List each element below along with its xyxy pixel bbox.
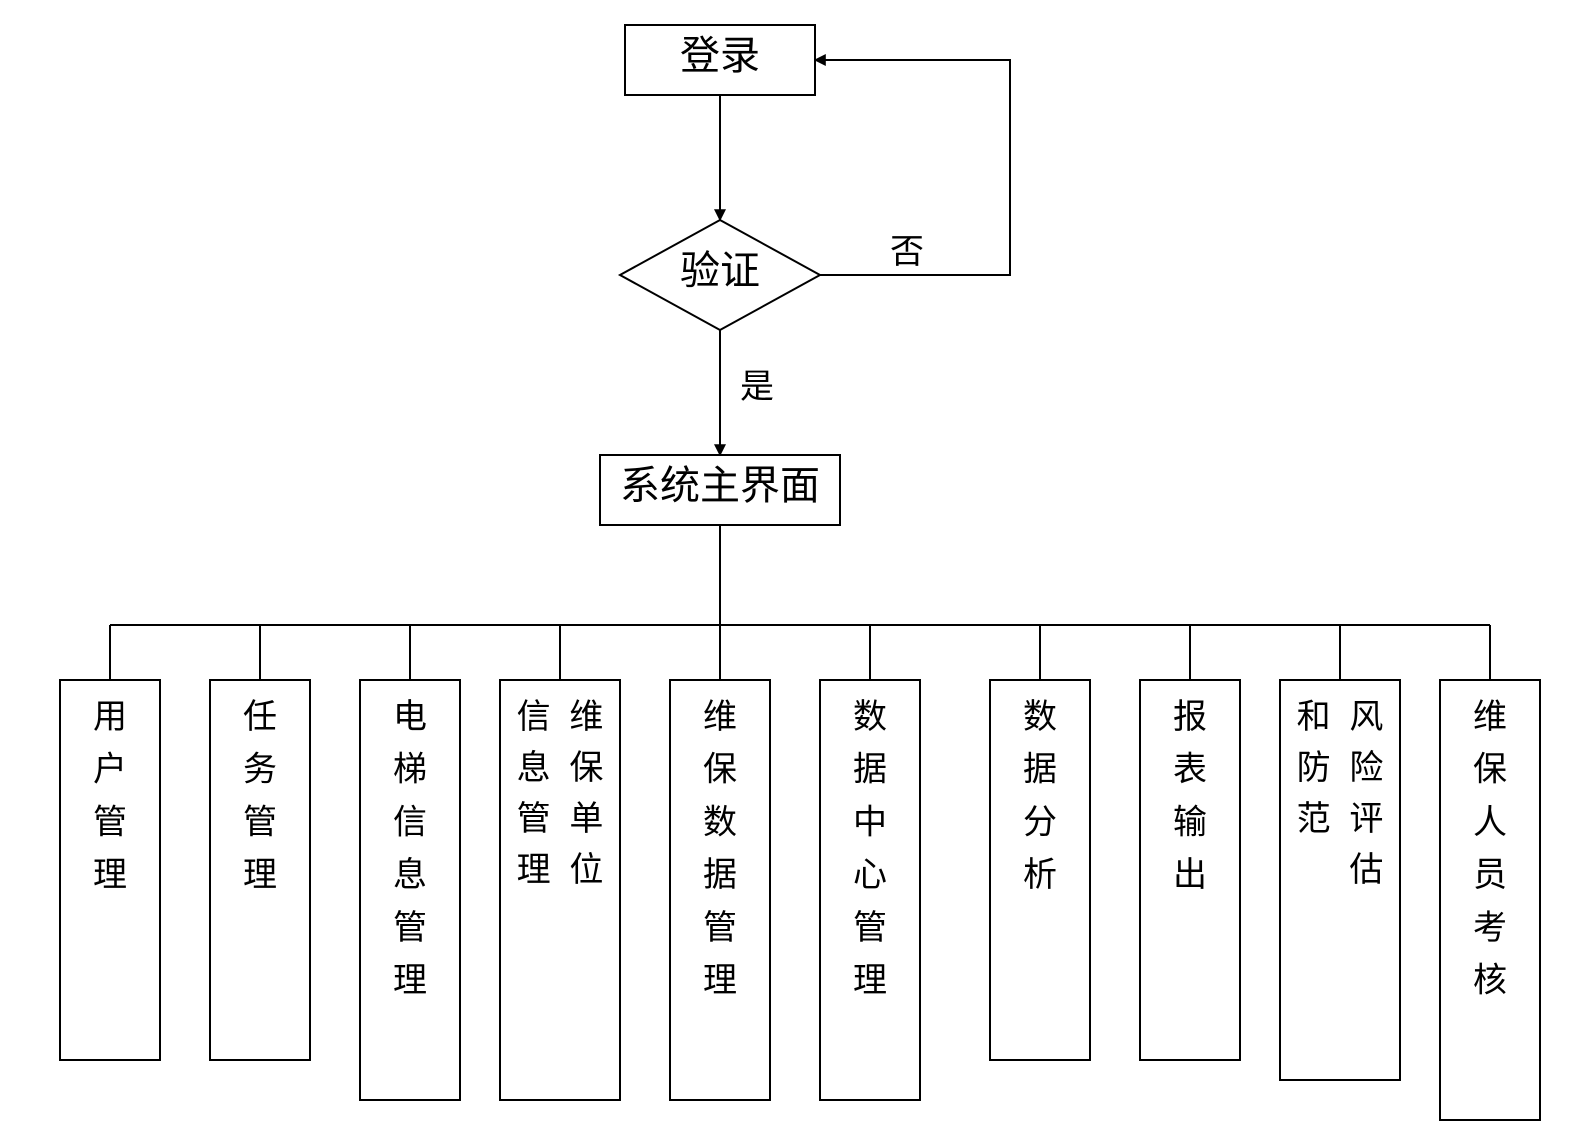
edge-label-no: 否 (890, 234, 924, 271)
node-leaf0: 用户管理 (60, 680, 160, 1060)
node-leaf6: 数据分析 (990, 680, 1090, 1060)
node-leaf3: 维保单位信息管理 (500, 680, 620, 1100)
edge-label-verify-main: 是 (740, 369, 774, 406)
node-main-label: 系统主界面 (620, 463, 820, 508)
node-main: 系统主界面 (600, 455, 840, 525)
node-leaf4: 维保数据管理 (670, 680, 770, 1100)
flowchart-canvas: 登录验证系统主界面用户管理任务管理电梯信息管理维保单位信息管理维保数据管理数据中… (0, 0, 1581, 1145)
node-leaf2: 电梯信息管理 (360, 680, 460, 1100)
node-leaf7: 报表输出 (1140, 680, 1240, 1060)
node-verify: 验证 (620, 220, 820, 330)
node-login: 登录 (625, 25, 815, 95)
node-leaf8: 风险评估和防范 (1280, 680, 1400, 1080)
node-verify-label: 验证 (680, 248, 760, 293)
node-leaf9: 维保人员考核 (1440, 680, 1540, 1120)
node-login-label: 登录 (680, 33, 760, 78)
node-leaf5: 数据中心管理 (820, 680, 920, 1100)
node-leaf1: 任务管理 (210, 680, 310, 1060)
